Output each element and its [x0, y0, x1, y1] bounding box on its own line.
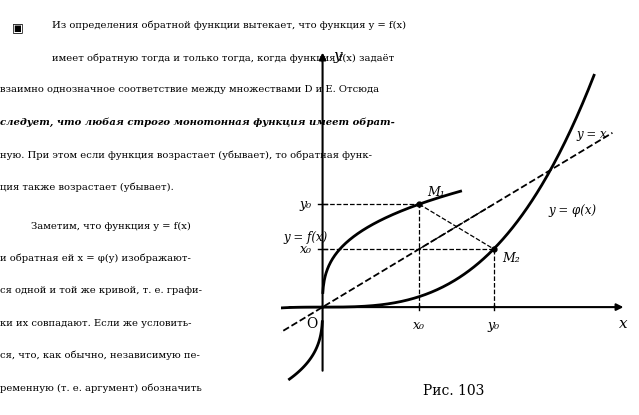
Text: x₀: x₀ [300, 242, 312, 256]
Text: и обратная ей x = φ(y) изображают-: и обратная ей x = φ(y) изображают- [0, 254, 191, 263]
Text: M₁: M₁ [427, 186, 445, 199]
Text: ция также возрастает (убывает).: ция также возрастает (убывает). [0, 183, 174, 192]
Text: y = φ(x): y = φ(x) [549, 204, 597, 217]
Text: ременную (т. е. аргумент) обозначить: ременную (т. е. аргумент) обозначить [0, 383, 202, 393]
Text: следует, что любая строго монотонная функция имеет обрат-: следует, что любая строго монотонная фун… [0, 118, 395, 127]
Text: y = x: y = x [576, 128, 607, 141]
Text: ки их совпадают. Если же условить-: ки их совпадают. Если же условить- [0, 319, 192, 327]
Text: ся одной и той же кривой, т. е. графи-: ся одной и той же кривой, т. е. графи- [0, 286, 202, 295]
Text: взаимно однозначное соответствие между множествами D и E. Отсюда: взаимно однозначное соответствие между м… [0, 85, 379, 95]
Text: y = f(x): y = f(x) [284, 231, 328, 244]
Text: x: x [619, 317, 627, 331]
Text: x₀: x₀ [413, 319, 425, 332]
Text: ся, что, как обычно, независимую пе-: ся, что, как обычно, независимую пе- [0, 351, 200, 360]
Text: Рис. 103: Рис. 103 [423, 384, 484, 398]
Text: Заметим, что функция y = f(x): Заметим, что функция y = f(x) [31, 222, 190, 231]
Text: имеет обратную тогда и только тогда, когда функция f(x) задаёт: имеет обратную тогда и только тогда, ког… [52, 53, 394, 63]
Text: ную. При этом если функция возрастает (убывает), то обратная функ-: ную. При этом если функция возрастает (у… [0, 150, 372, 160]
Text: Из определения обратной функции вытекает, что функция y = f(x): Из определения обратной функции вытекает… [52, 21, 406, 30]
Text: y₀: y₀ [488, 319, 500, 332]
Text: M₂: M₂ [502, 252, 520, 265]
Text: y: y [334, 49, 343, 63]
Text: y₀: y₀ [300, 198, 312, 211]
Text: ▣: ▣ [12, 21, 24, 34]
Text: O: O [306, 317, 317, 331]
